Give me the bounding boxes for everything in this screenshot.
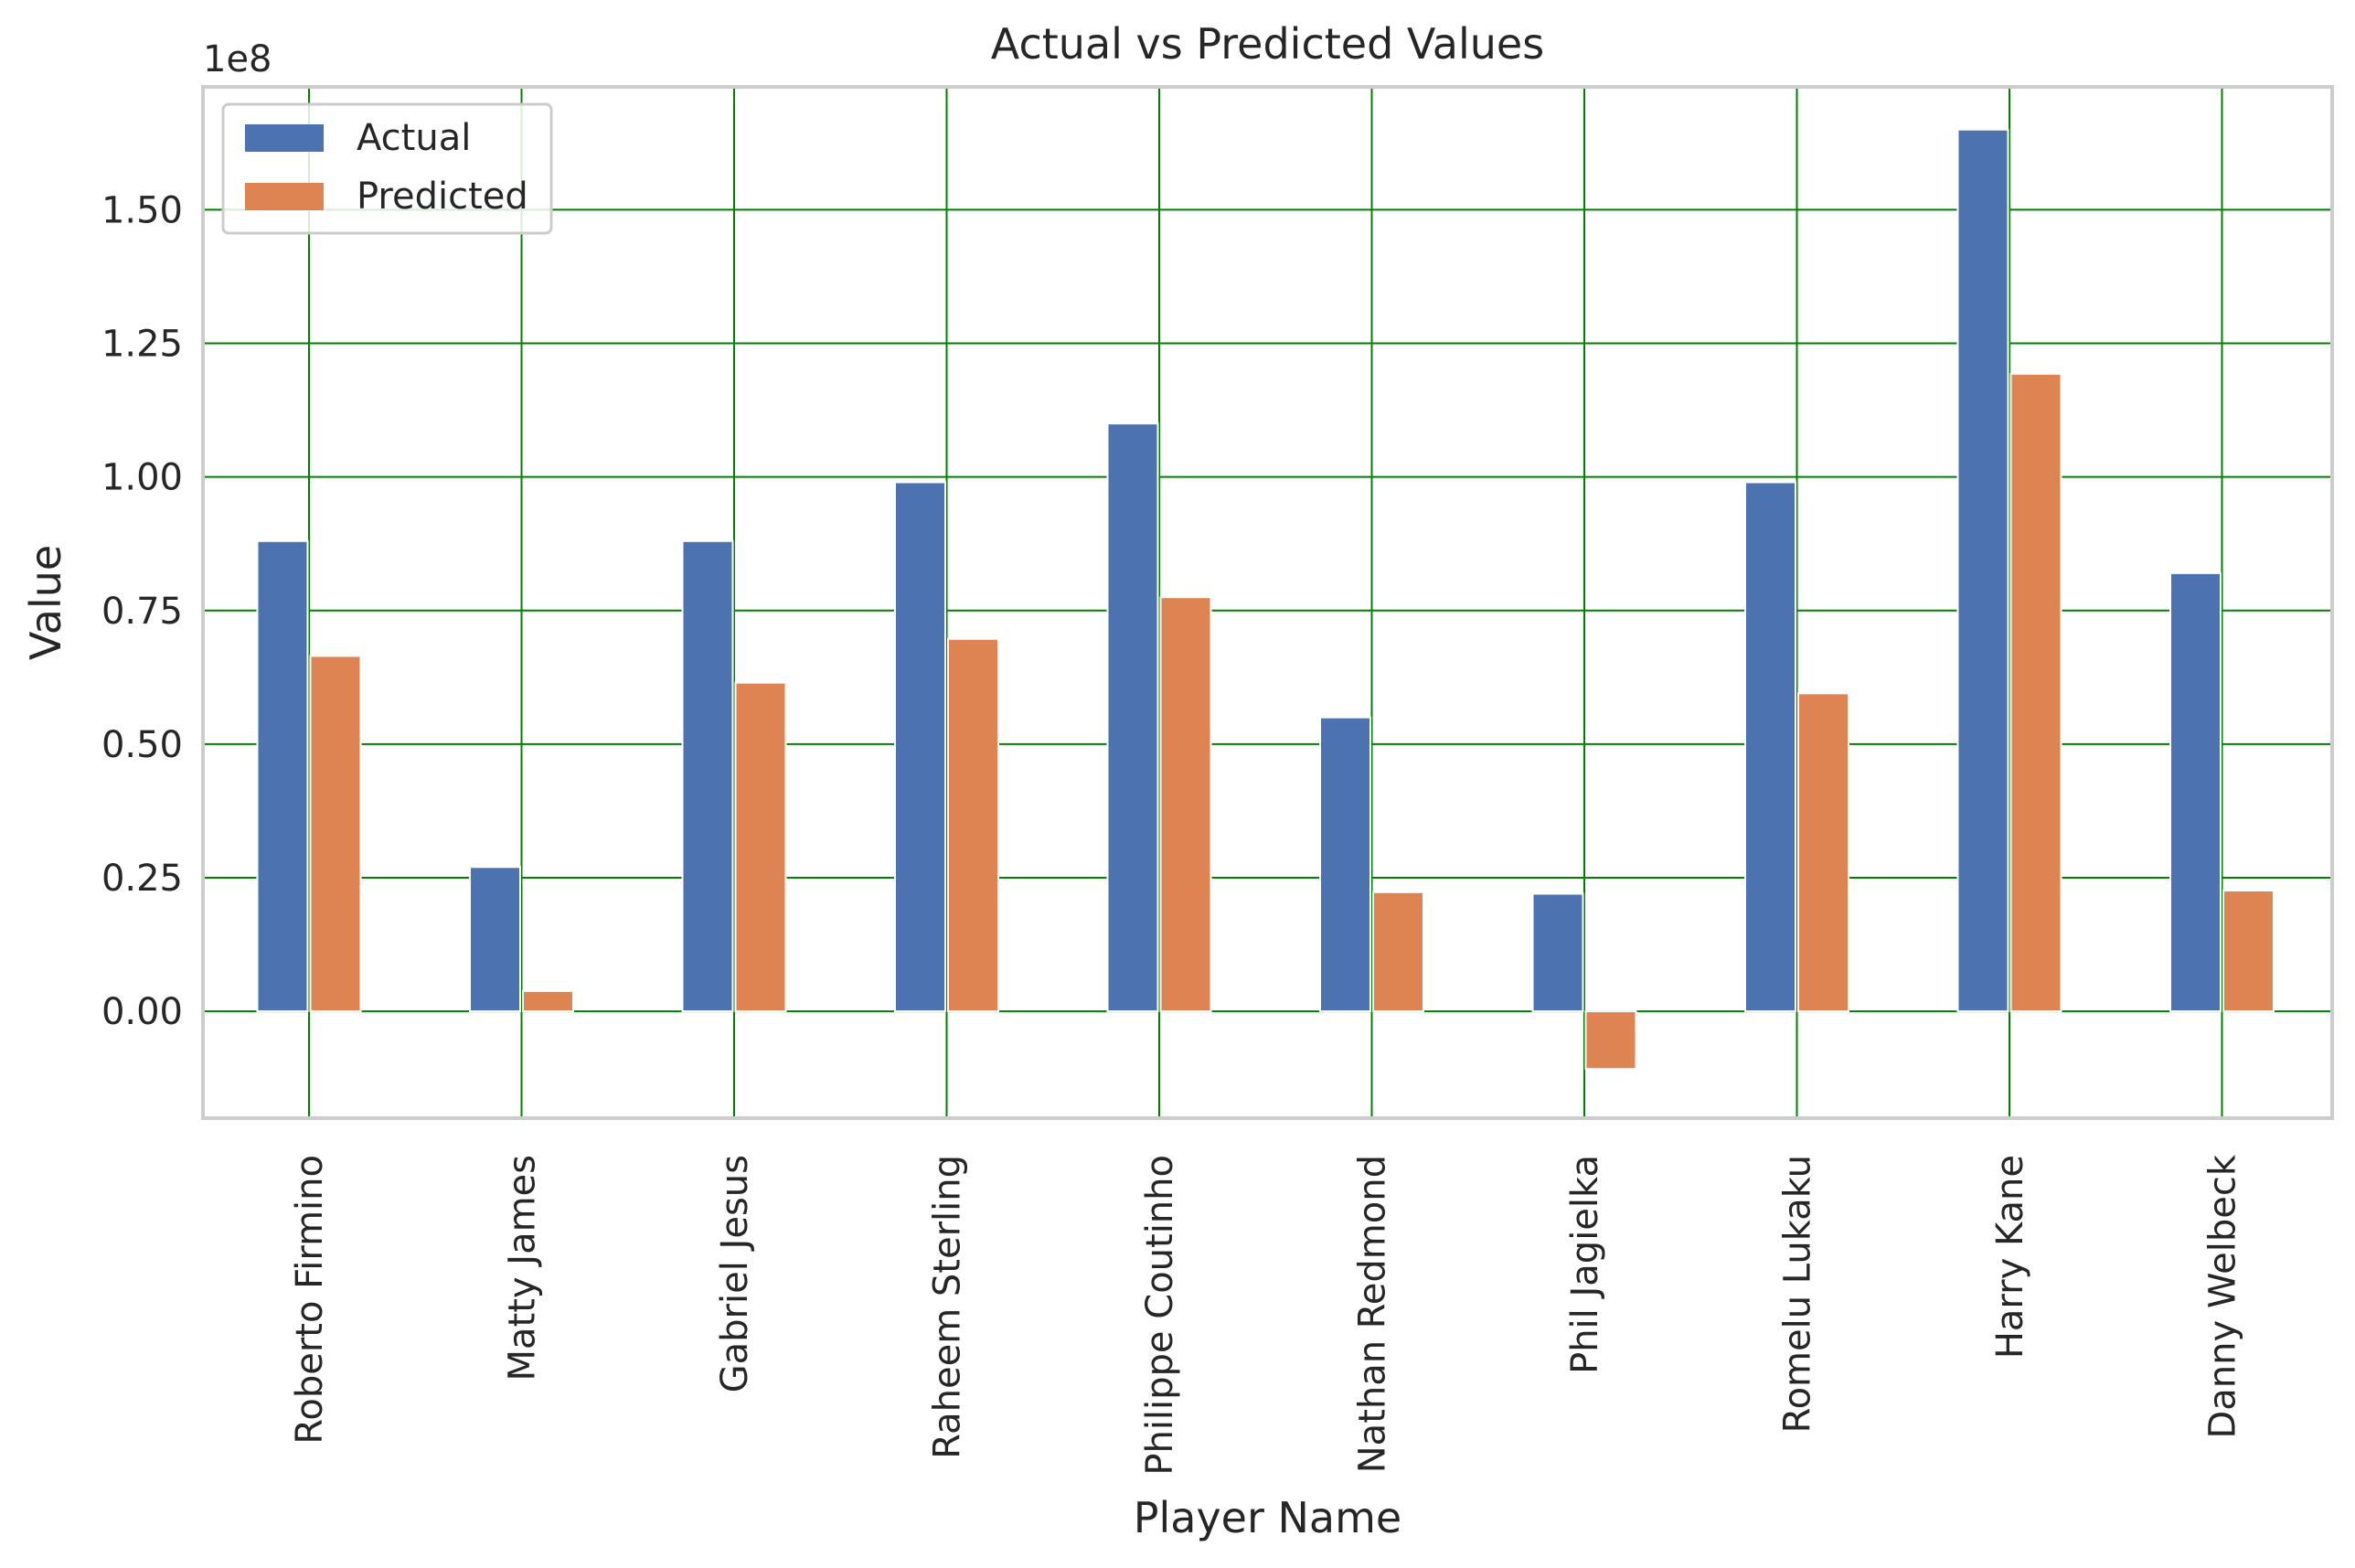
y-tick-label: 0.50 [101,724,183,766]
x-axis-label: Player Name [1134,1493,1401,1542]
x-tick-label: Harry Kane [1989,1155,2031,1359]
y-tick-label: 1.00 [101,457,183,499]
bar-predicted [947,637,999,1013]
bar-actual [894,481,946,1013]
y-tick-label: 0.75 [101,591,183,633]
legend-label-predicted: Predicted [357,176,528,218]
x-tick-label: Roberto Firmino [289,1155,331,1445]
plot-frame [201,85,2334,1120]
bar-predicted [734,681,787,1013]
bar-actual [1319,716,1371,1013]
legend-swatch-predicted [245,183,324,210]
x-tick-label: Raheem Sterling [927,1155,969,1459]
x-tick-label: Nathan Redmond [1352,1155,1394,1473]
bar-predicted [1584,1010,1637,1071]
bar-predicted [309,655,362,1013]
x-tick-label: Romelu Lukaku [1777,1155,1819,1433]
bar-actual [681,539,734,1013]
bar-actual [2169,571,2222,1013]
bar-actual [256,539,309,1013]
bar-predicted [522,989,574,1013]
grid-lines [203,87,2332,1118]
y-tick-label: 0.00 [101,991,183,1033]
legend-swatch-actual [245,124,324,152]
x-tick-label: Matty James [502,1155,544,1381]
tick-labels: 0.00 0.25 0.50 0.75 1.00 1.25 1.50 Roberto Firm… [101,189,2244,1475]
y-axis-offset-label: 1e8 [203,38,272,80]
y-tick-label: 1.25 [101,324,183,366]
bar-predicted [1797,692,1849,1013]
x-tick-label: Danny Welbeck [2202,1154,2244,1438]
y-axis-label: Value [21,545,70,660]
legend-label-actual: Actual [357,117,471,159]
x-tick-label: Phil Jagielka [1564,1155,1606,1374]
legend: Actual Predicted [221,102,553,235]
bar-actual [1956,128,2009,1013]
y-tick-label: 0.25 [101,858,183,900]
x-tick-label: Gabriel Jesus [714,1155,756,1392]
bars [256,128,2275,1071]
x-tick-label: Philippe Coutinho [1139,1155,1181,1476]
bar-predicted [1159,596,1212,1013]
chart-title: Actual vs Predicted Values [991,19,1544,69]
bar-actual [1106,422,1159,1013]
y-tick-label: 1.50 [101,189,183,231]
bar-predicted [1372,891,1424,1013]
bar-predicted [2222,890,2275,1013]
bar-predicted [2009,372,2062,1013]
bar-actual [1744,481,1796,1013]
bar-actual [469,866,521,1013]
bar-actual [1531,892,1584,1013]
